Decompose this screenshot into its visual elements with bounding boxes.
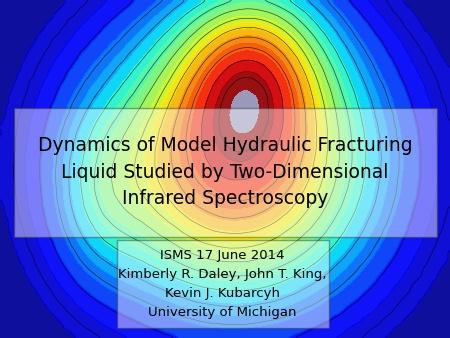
- Text: ISMS 17 June 2014
Kimberly R. Daley, John T. King,
Kevin J. Kubarcyh
University : ISMS 17 June 2014 Kimberly R. Daley, Joh…: [118, 249, 327, 319]
- FancyBboxPatch shape: [117, 240, 328, 328]
- FancyBboxPatch shape: [14, 108, 436, 237]
- Text: Dynamics of Model Hydraulic Fracturing
Liquid Studied by Two-Dimensional
Infrare: Dynamics of Model Hydraulic Fracturing L…: [38, 136, 412, 209]
